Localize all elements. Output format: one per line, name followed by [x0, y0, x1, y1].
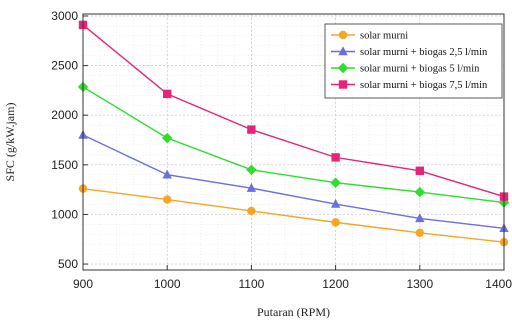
- legend-swatch-marker: [338, 80, 348, 89]
- series-line: [82, 187, 505, 243]
- legend-entry: solar murni + biogas 5 l/min: [331, 62, 480, 75]
- y-tick-labels: 500 1000 1500 2000 2500 3000: [51, 9, 78, 271]
- data-point: [415, 213, 425, 223]
- axis-ticks: [82, 15, 505, 270]
- y-tick-label: 2500: [51, 59, 78, 73]
- y-tick-label: 1000: [51, 207, 78, 221]
- data-point: [162, 132, 173, 144]
- data-point: [415, 166, 424, 175]
- legend-label: solar murni + biogas 5 l/min: [360, 64, 480, 75]
- series-line: [82, 86, 505, 204]
- data-point: [246, 164, 257, 175]
- legend-label: solar murni + biogas 2,5 l/min: [360, 47, 488, 58]
- data-point: [330, 177, 341, 188]
- data-point: [163, 195, 172, 204]
- x-tick-label: 900: [73, 277, 93, 291]
- x-tick-label: 1100: [238, 277, 264, 291]
- y-axis-title: SFC (g/kW.jam): [3, 103, 17, 182]
- data-point: [162, 169, 172, 179]
- legend: solar murni solar murni + biogas 2,5 l/mi…: [324, 23, 503, 99]
- data-point: [163, 89, 172, 99]
- legend-swatch-marker: [337, 62, 349, 74]
- series-line: [82, 24, 505, 198]
- data-point: [247, 206, 256, 216]
- data-point: [331, 153, 340, 162]
- legend-swatch-marker: [338, 46, 348, 56]
- series-3: [77, 81, 510, 208]
- data-point: [330, 198, 341, 208]
- series-2: [78, 129, 509, 233]
- series-layer: [77, 20, 510, 247]
- legend-entry: solar murni + biogas 2,5 l/min: [331, 46, 488, 58]
- y-tick-label: 2000: [51, 108, 78, 122]
- data-point: [331, 218, 340, 227]
- series-1: [78, 184, 509, 247]
- data-point: [414, 186, 425, 198]
- x-tick-labels: 900 1000 1100 1200 1300 1400: [73, 277, 512, 291]
- x-tick-label: 1400: [485, 277, 512, 291]
- data-point: [246, 182, 257, 192]
- legend-box: [324, 23, 503, 99]
- plot-frame: [82, 13, 505, 271]
- x-axis-title: Putaran (RPM): [257, 305, 330, 319]
- legend-swatch-marker: [338, 30, 348, 40]
- legend-entry: solar murni + biogas 7,5 l/min: [331, 80, 488, 91]
- x-tick-label: 1200: [322, 277, 349, 291]
- y-tick-label: 1500: [51, 158, 78, 172]
- data-point: [415, 228, 424, 237]
- y-tick-label: 500: [58, 257, 78, 271]
- x-tick-label: 1300: [406, 277, 433, 291]
- x-tick-label: 1000: [154, 277, 181, 291]
- y-tick-label: 3000: [51, 9, 78, 23]
- data-point: [247, 125, 256, 134]
- legend-label: solar murni: [360, 31, 408, 42]
- legend-entry: solar murni: [331, 31, 408, 42]
- series-line: [82, 134, 505, 230]
- legend-label: solar murni + biogas 7,5 l/min: [360, 80, 488, 91]
